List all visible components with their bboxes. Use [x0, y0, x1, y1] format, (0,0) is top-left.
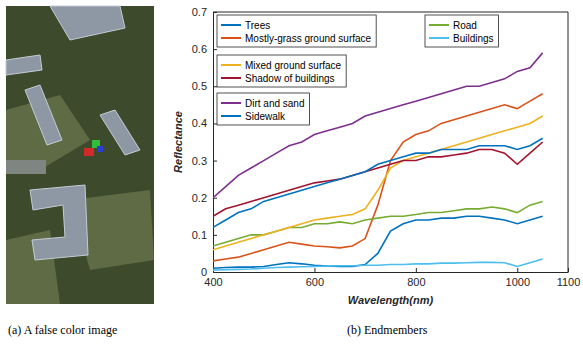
y-tick-label: 0	[201, 266, 207, 278]
legend-swatch	[429, 37, 449, 39]
legend-label: Trees	[245, 20, 270, 31]
y-tick: 0.3	[192, 155, 217, 167]
series-line	[213, 201, 543, 246]
legend-frame	[217, 55, 346, 87]
y-axis-title: Reflectance	[172, 111, 184, 173]
y-axis: 0 0.1 0.2 0.3 0.4 0.5 0.6 0.7	[192, 6, 217, 278]
y-tick: 0.5	[192, 80, 217, 92]
figure: 400 600 800 1000 1100 0 0.1 0.2 0.3 0.4 0.5 0.6 0.7 W…	[0, 0, 583, 344]
y-tick-label: 0.4	[192, 117, 207, 129]
legend-swatch	[221, 64, 241, 66]
series-line	[213, 142, 543, 216]
image-building	[50, 6, 125, 40]
legend-swatch	[221, 37, 241, 39]
x-tick-mark	[416, 268, 417, 272]
series-line	[213, 53, 543, 198]
series-line	[213, 116, 543, 250]
image-building	[25, 85, 62, 145]
false-color-image	[6, 6, 154, 304]
x-tick: 800	[407, 268, 425, 288]
y-tick-label: 0.6	[192, 43, 207, 55]
x-tick: 600	[306, 268, 324, 288]
x-tick-mark	[517, 268, 518, 272]
legend-box: Mixed ground surface Shadow of buildings	[217, 55, 346, 87]
legend-swatch	[429, 24, 449, 26]
caption: (b) Endmembers	[347, 323, 428, 337]
frame-top	[213, 12, 568, 13]
y-tick-mark	[213, 235, 217, 236]
y-tick-mark	[213, 272, 217, 273]
legend-frame	[425, 15, 499, 47]
legend-label: Mostly-grass ground surface	[245, 33, 372, 44]
legend-box: Dirt and sand Sidewalk	[217, 93, 309, 125]
image-building	[100, 110, 140, 155]
legend-swatch	[221, 115, 241, 117]
legend-label: Mixed ground surface	[245, 60, 342, 71]
x-axis: 400 600 800 1000 1100	[204, 268, 580, 288]
legend-swatch	[221, 24, 241, 26]
plot-area	[213, 12, 568, 272]
image-target	[84, 148, 94, 156]
x-tick-mark	[314, 268, 315, 272]
x-tick: 1000	[506, 268, 530, 288]
legend-label: Buildings	[453, 33, 494, 44]
x-tick-label: 800	[407, 276, 425, 288]
legend-label: Sidewalk	[245, 111, 286, 122]
legend-box: Road Buildings	[425, 15, 499, 47]
x-tick-label: 1000	[506, 276, 530, 288]
image-building	[6, 55, 42, 75]
series-line	[213, 259, 543, 270]
y-tick-label: 0.5	[192, 80, 207, 92]
image-road	[6, 160, 46, 174]
series-line	[213, 216, 543, 268]
lines	[213, 53, 543, 270]
y-axis-line	[213, 13, 214, 273]
legend-swatch	[221, 102, 241, 104]
legend-label: Shadow of buildings	[245, 73, 335, 84]
y-tick-label: 0.1	[192, 229, 207, 241]
y-tick-mark	[213, 161, 217, 162]
y-tick-mark	[213, 123, 217, 124]
y-tick: 0.6	[192, 43, 217, 55]
legend-label: Dirt and sand	[245, 98, 304, 109]
x-tick-label: 1100	[557, 276, 581, 288]
series-line	[213, 138, 543, 227]
caption: (a) A false color image	[8, 323, 117, 337]
image-background	[6, 6, 154, 304]
x-axis-line	[214, 272, 569, 273]
x-tick-label: 600	[306, 276, 324, 288]
image-building	[30, 185, 88, 260]
y-tick-label: 0.2	[192, 192, 207, 204]
legend: Trees Mostly-grass ground surface Road Buil…	[217, 15, 499, 125]
image-target	[97, 146, 103, 152]
legend-label: Road	[453, 20, 477, 31]
y-tick-label: 0.3	[192, 155, 207, 167]
y-tick-mark	[213, 86, 217, 87]
frame-right	[568, 12, 569, 272]
legend-box: Trees Mostly-grass ground surface	[217, 15, 376, 47]
y-tick-mark	[213, 49, 217, 50]
series-line	[213, 94, 543, 261]
y-tick-label: 0.7	[192, 6, 207, 18]
legend-swatch	[221, 77, 241, 79]
legend-frame	[217, 93, 309, 125]
x-axis-title: Wavelength(nm)	[348, 294, 434, 306]
y-tick: 0.1	[192, 229, 217, 241]
x-tick-label: 400	[204, 276, 222, 288]
legend-frame	[217, 15, 376, 47]
y-tick: 0.4	[192, 117, 217, 129]
